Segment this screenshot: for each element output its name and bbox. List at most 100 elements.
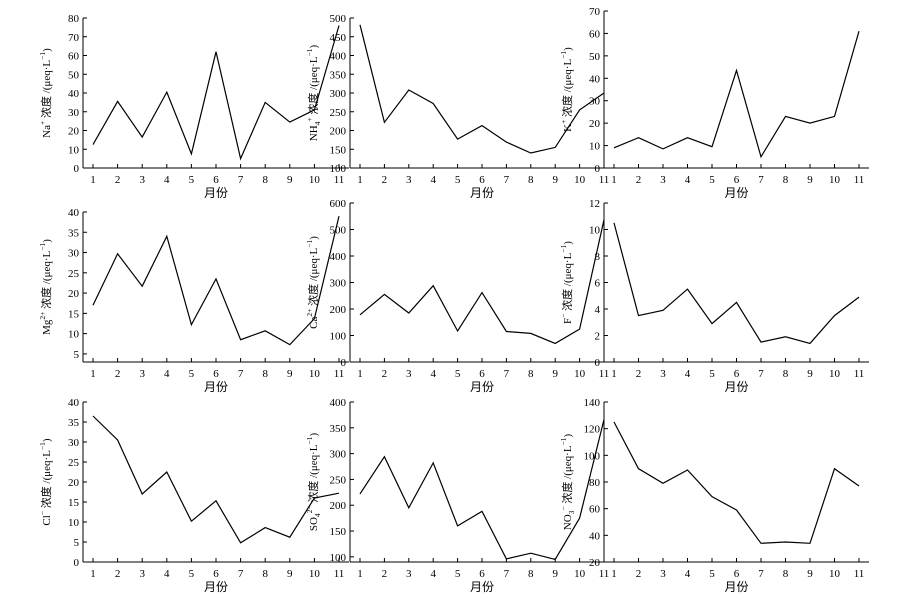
y-tick-label: 30: [68, 248, 80, 260]
y-tick-label: 20: [589, 557, 601, 569]
y-tick-label: 350: [330, 423, 347, 435]
x-tick-label: 9: [287, 568, 293, 580]
y-axis-title: SO42− 浓度 /(μeq·L−1): [305, 433, 322, 532]
x-tick-label: 5: [709, 368, 715, 380]
y-tick-label: 60: [589, 504, 601, 516]
x-tick-label: 9: [807, 568, 813, 580]
y-tick-label: 80: [589, 477, 601, 489]
x-tick-label: 5: [189, 568, 195, 580]
y-tick-label: 20: [68, 126, 80, 138]
y-tick-label: 150: [330, 144, 347, 156]
y-tick-label: 0: [74, 163, 80, 175]
y-tick-label: 100: [584, 450, 601, 462]
x-tick-label: 11: [599, 368, 610, 380]
series-line: [613, 222, 860, 345]
x-tick-label: 10: [829, 568, 841, 580]
y-tick-label: 250: [330, 107, 347, 119]
x-tick-label: 9: [807, 174, 813, 186]
y-tick-label: 140: [584, 397, 601, 409]
x-tick-label: 10: [829, 174, 841, 186]
x-tick-label: 4: [164, 568, 170, 580]
x-tick-label: 5: [709, 174, 715, 186]
x-tick-label: 4: [430, 568, 436, 580]
y-tick-label: 35: [68, 227, 80, 239]
x-axis-title: 月份: [204, 580, 228, 594]
chart-panel-3: 0 10 20 30 40 50 60 70 1 2 3 4 5 6 7 8 9 10 11 月份 K+ 浓度 /(μe…: [559, 6, 869, 200]
y-tick-label: 4: [595, 304, 601, 316]
x-tick-label: 6: [213, 368, 219, 380]
x-tick-label: 3: [139, 368, 145, 380]
x-tick-label: 3: [406, 174, 412, 186]
x-tick-label: 10: [309, 368, 321, 380]
y-tick-label: 10: [68, 144, 80, 156]
y-tick-label: 50: [68, 69, 80, 81]
x-tick-label: 9: [552, 368, 558, 380]
x-tick-label: 3: [660, 368, 666, 380]
y-tick-label: 200: [330, 126, 347, 138]
x-tick-label: 3: [139, 174, 145, 186]
y-tick-label: 200: [330, 500, 347, 512]
x-tick-label: 4: [430, 368, 436, 380]
x-tick-label: 4: [685, 568, 691, 580]
x-tick-label: 8: [262, 568, 268, 580]
x-tick-label: 11: [854, 174, 865, 186]
x-tick-label: 3: [406, 568, 412, 580]
x-tick-label: 10: [574, 174, 586, 186]
y-axis-title: NH4+ 浓度 /(μeq·L−1): [305, 44, 322, 141]
x-tick-label: 2: [382, 568, 388, 580]
y-tick-label: 5: [74, 349, 80, 361]
x-tick-label: 1: [611, 368, 617, 380]
x-tick-label: 1: [357, 368, 363, 380]
series-line: [92, 25, 340, 161]
y-tick-label: 100: [330, 552, 347, 564]
x-axis-title: 月份: [470, 580, 494, 594]
x-axis-title: 月份: [204, 380, 228, 394]
chart-panel-1: 0 10 20 30 40 50 60 70 80 1 2 3 4 5 6 7 8 9 10 11 月份 Na+ 浓度 /…: [38, 13, 349, 200]
y-axis-title: F− 浓度 /(μeq·L−1): [559, 241, 574, 324]
y-tick-label: 6: [595, 278, 601, 290]
x-tick-label: 11: [599, 174, 610, 186]
y-tick-label: 30: [68, 107, 80, 119]
x-tick-label: 1: [90, 568, 96, 580]
y-tick-label: 20: [68, 477, 80, 489]
y-tick-label: 8: [595, 251, 601, 263]
series-line: [359, 419, 605, 561]
x-tick-label: 3: [660, 174, 666, 186]
y-tick-label: 10: [589, 141, 601, 153]
x-tick-label: 5: [455, 174, 461, 186]
y-tick-label: 10: [68, 517, 80, 529]
series-line: [359, 24, 605, 154]
y-axis-title: Ca2+ 浓度 /(μeq·L−1): [305, 236, 320, 329]
x-tick-label: 2: [636, 174, 642, 186]
y-tick-label: 300: [330, 88, 347, 100]
y-tick-label: 60: [589, 28, 601, 40]
x-tick-label: 9: [807, 368, 813, 380]
x-tick-label: 7: [504, 568, 510, 580]
y-tick-label: 300: [330, 449, 347, 461]
x-tick-label: 11: [854, 368, 865, 380]
y-tick-label: 50: [589, 51, 601, 63]
x-tick-label: 11: [334, 174, 345, 186]
y-tick-label: 70: [589, 6, 601, 18]
x-tick-label: 1: [357, 568, 363, 580]
y-tick-label: 400: [330, 251, 347, 263]
x-tick-label: 2: [636, 368, 642, 380]
y-tick-label: 12: [589, 198, 600, 210]
x-tick-label: 8: [528, 368, 534, 380]
x-tick-label: 7: [758, 174, 764, 186]
y-tick-label: 15: [68, 308, 80, 320]
x-tick-label: 1: [611, 568, 617, 580]
x-tick-label: 10: [829, 368, 841, 380]
x-tick-label: 10: [574, 568, 586, 580]
x-axis-title: 月份: [724, 380, 748, 394]
x-tick-label: 2: [115, 368, 121, 380]
y-axis-title: Mg2+ 浓度 /(μeq·L−1): [38, 239, 53, 335]
chart-panel-8: 100 150 200 250 300 350 400 1 2 3 4 5 6 7 8 9 10 11 月份 SO42…: [305, 397, 614, 594]
y-tick-label: 450: [330, 32, 347, 44]
y-tick-label: 120: [584, 424, 601, 436]
x-tick-label: 11: [854, 568, 865, 580]
y-tick-label: 100: [330, 331, 347, 343]
x-tick-label: 8: [783, 174, 789, 186]
